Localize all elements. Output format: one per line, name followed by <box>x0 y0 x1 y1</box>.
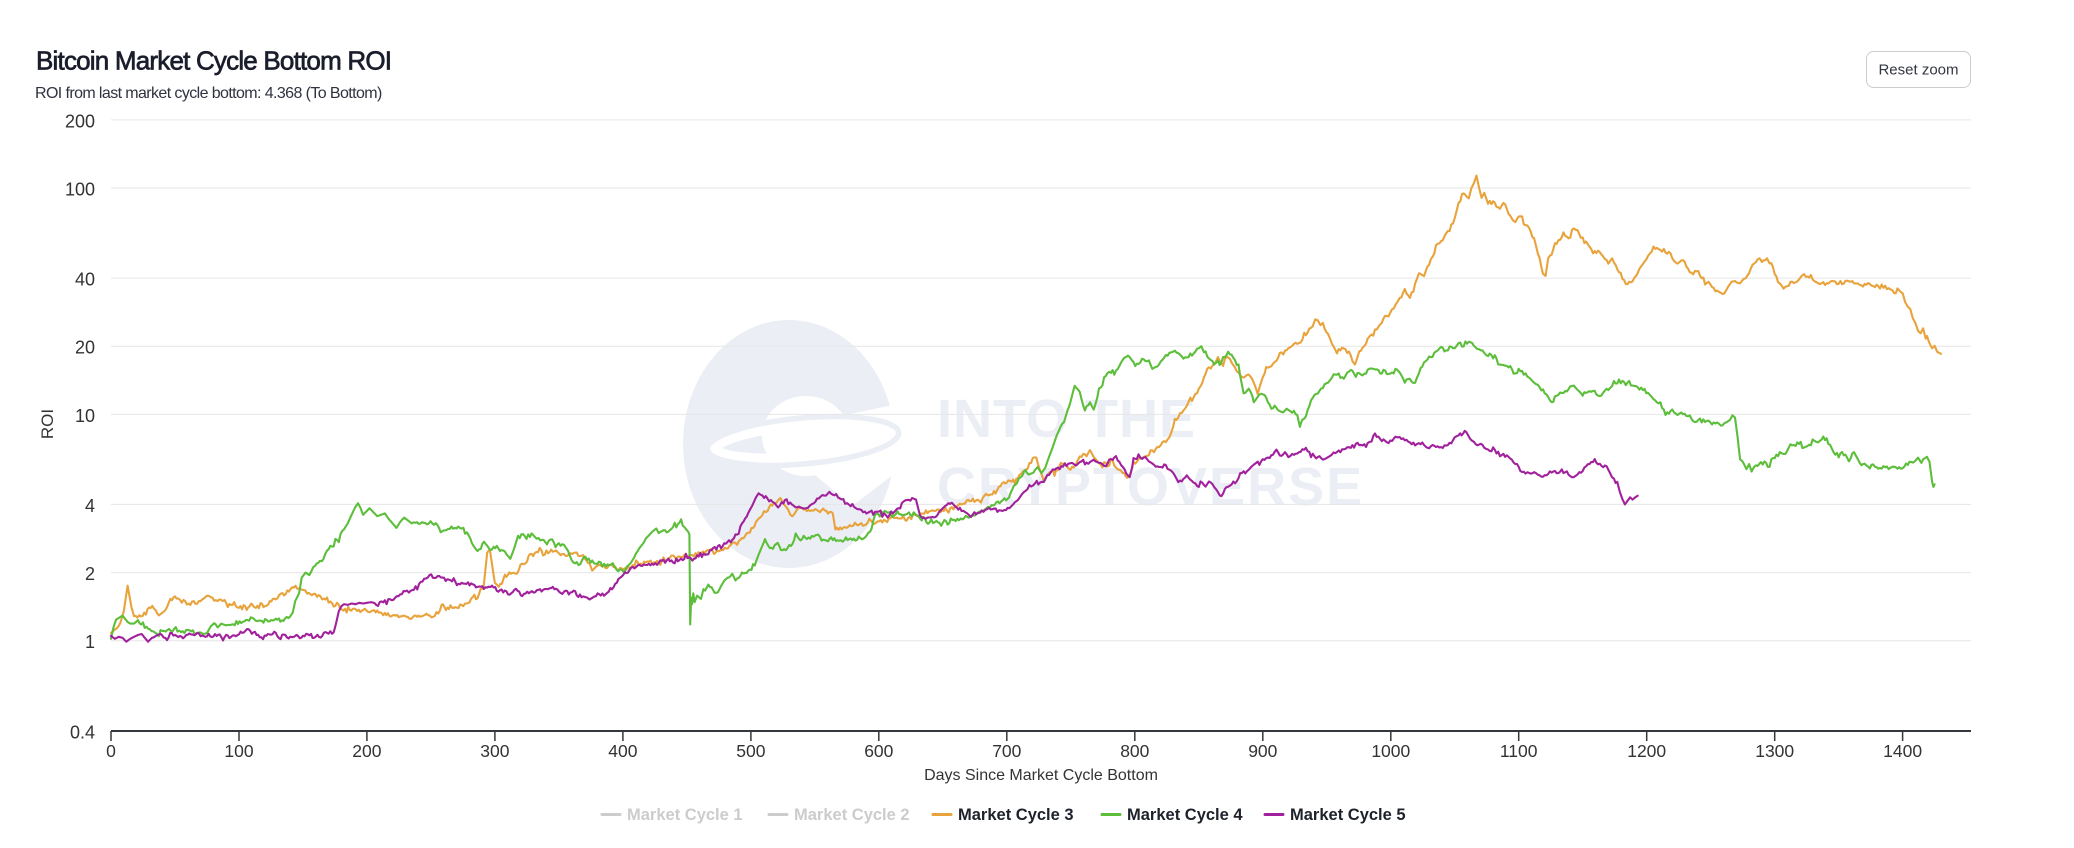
svg-text:INTO THE: INTO THE <box>937 389 1196 449</box>
svg-text:200: 200 <box>352 741 381 761</box>
svg-text:2: 2 <box>85 564 95 584</box>
svg-text:ROI from last market cycle bot: ROI from last market cycle bottom: 4.368… <box>35 85 382 102</box>
svg-text:0.4: 0.4 <box>70 722 95 742</box>
svg-text:500: 500 <box>736 741 765 761</box>
svg-text:400: 400 <box>608 741 637 761</box>
svg-text:700: 700 <box>992 741 1021 761</box>
svg-text:4: 4 <box>85 496 95 516</box>
svg-text:Market Cycle 4: Market Cycle 4 <box>1127 806 1243 824</box>
svg-text:Days Since Market Cycle Bottom: Days Since Market Cycle Bottom <box>924 767 1158 784</box>
svg-text:1000: 1000 <box>1371 741 1410 761</box>
svg-text:1200: 1200 <box>1627 741 1666 761</box>
svg-text:800: 800 <box>1120 741 1149 761</box>
svg-text:ROI: ROI <box>38 409 57 439</box>
svg-text:10: 10 <box>75 406 95 426</box>
svg-text:1100: 1100 <box>1500 741 1538 761</box>
svg-text:1400: 1400 <box>1883 741 1922 761</box>
svg-text:Market Cycle 5: Market Cycle 5 <box>1290 806 1406 824</box>
svg-text:1300: 1300 <box>1755 741 1794 761</box>
svg-text:Market Cycle 2: Market Cycle 2 <box>794 806 910 824</box>
svg-text:600: 600 <box>864 741 893 761</box>
svg-text:40: 40 <box>75 270 95 290</box>
svg-text:900: 900 <box>1248 741 1277 761</box>
svg-text:300: 300 <box>480 741 509 761</box>
svg-text:Bitcoin Market Cycle Bottom RO: Bitcoin Market Cycle Bottom ROI <box>36 46 391 76</box>
svg-text:200: 200 <box>65 111 95 131</box>
svg-text:20: 20 <box>75 338 95 358</box>
svg-text:Market Cycle 3: Market Cycle 3 <box>958 806 1074 824</box>
svg-text:0: 0 <box>106 741 116 761</box>
svg-text:100: 100 <box>224 741 253 761</box>
svg-text:100: 100 <box>65 180 95 200</box>
svg-text:1: 1 <box>85 632 95 652</box>
svg-text:Market Cycle 1: Market Cycle 1 <box>627 806 743 824</box>
svg-text:Reset zoom: Reset zoom <box>1878 62 1958 79</box>
